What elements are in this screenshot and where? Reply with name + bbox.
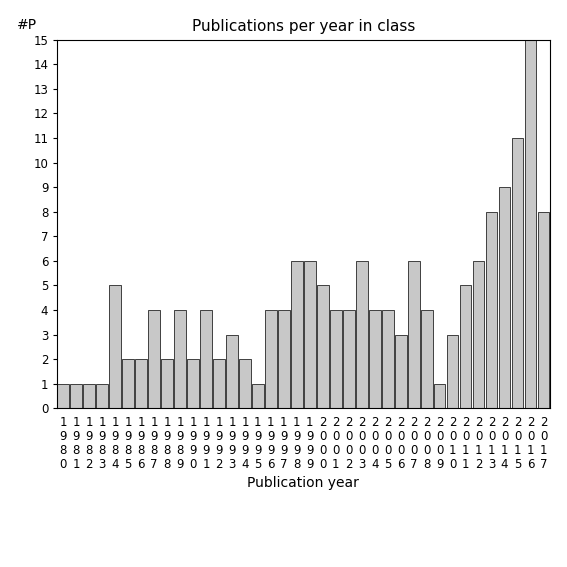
Y-axis label: #P: #P (17, 18, 37, 32)
Bar (486, 211, 497, 408)
Bar (369, 310, 380, 408)
Bar (511, 138, 523, 408)
Bar (252, 384, 264, 408)
Bar (330, 310, 342, 408)
Bar (382, 310, 393, 408)
Bar (317, 285, 329, 408)
Bar (395, 335, 407, 408)
Bar (226, 335, 238, 408)
Bar (408, 261, 420, 408)
Bar (161, 359, 173, 408)
Bar (122, 359, 134, 408)
Bar (57, 384, 69, 408)
Bar (524, 40, 536, 408)
Title: Publications per year in class: Publications per year in class (192, 19, 415, 35)
Bar (148, 310, 160, 408)
Bar (213, 359, 225, 408)
Bar (291, 261, 303, 408)
Bar (265, 310, 277, 408)
Bar (187, 359, 199, 408)
Bar (174, 310, 186, 408)
Bar (70, 384, 82, 408)
Bar (421, 310, 433, 408)
Bar (200, 310, 212, 408)
Bar (136, 359, 147, 408)
Bar (356, 261, 367, 408)
Bar (499, 187, 510, 408)
Bar (304, 261, 316, 408)
Bar (109, 285, 121, 408)
Bar (434, 384, 446, 408)
Bar (460, 285, 471, 408)
Bar (473, 261, 484, 408)
Bar (447, 335, 459, 408)
X-axis label: Publication year: Publication year (247, 476, 359, 490)
Bar (96, 384, 108, 408)
Bar (83, 384, 95, 408)
Bar (343, 310, 354, 408)
Bar (278, 310, 290, 408)
Bar (538, 211, 549, 408)
Bar (239, 359, 251, 408)
